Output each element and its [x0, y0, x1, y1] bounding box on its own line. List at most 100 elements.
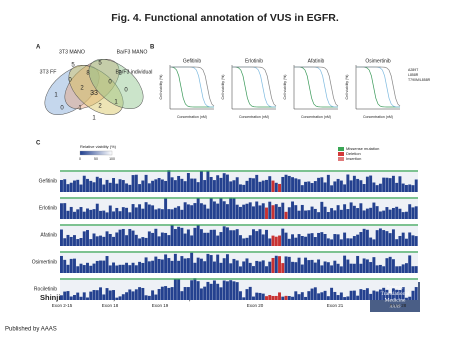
- cell: [69, 206, 73, 219]
- cell: [330, 265, 334, 273]
- cell: [300, 264, 304, 273]
- cell: [225, 281, 229, 300]
- venn-set: [64, 58, 120, 110]
- cell: [190, 252, 194, 273]
- cell: [323, 261, 327, 273]
- cell: [239, 206, 242, 219]
- cell: [294, 262, 298, 273]
- cell: [388, 233, 392, 246]
- cell: [385, 231, 389, 246]
- drug-title: Afatinib: [308, 58, 325, 64]
- cell: [356, 234, 360, 246]
- cell: [323, 233, 327, 246]
- axis: [293, 65, 338, 110]
- cell: [382, 266, 386, 273]
- cell: [95, 203, 99, 219]
- cell: [369, 207, 373, 219]
- cell: [73, 235, 76, 246]
- cell: [173, 279, 177, 300]
- cell: [183, 258, 187, 273]
- venn-set: [88, 58, 144, 110]
- cell: [401, 212, 405, 219]
- cell: [160, 286, 164, 300]
- venn-count: 1: [54, 93, 58, 99]
- cell: [118, 211, 122, 219]
- cell: [186, 172, 190, 192]
- cell: [239, 266, 242, 273]
- cell: [203, 261, 207, 273]
- cell: [203, 204, 207, 219]
- cell: [349, 202, 353, 219]
- venn-count: 0: [124, 88, 128, 94]
- cell: [391, 175, 395, 192]
- cell: [333, 181, 337, 192]
- cell: [121, 180, 125, 192]
- cell: [411, 266, 415, 273]
- cell: [229, 197, 233, 219]
- cell: [388, 209, 392, 219]
- cell: [219, 177, 223, 192]
- cell: [147, 183, 151, 192]
- cell: [206, 232, 210, 246]
- cell: [105, 231, 109, 246]
- footer: Published by AAAS: [5, 327, 57, 333]
- cell: [89, 239, 93, 246]
- cell: [375, 291, 379, 300]
- cell: [287, 238, 291, 246]
- cell: [255, 260, 259, 273]
- row-label: Gefitinib: [39, 178, 58, 184]
- cell: [76, 239, 80, 246]
- cell: [89, 291, 93, 300]
- cell: [102, 210, 106, 219]
- cell: [414, 179, 418, 192]
- venn-label: 3T3 MANO: [59, 49, 85, 55]
- cell: [369, 175, 373, 192]
- cell: [375, 230, 379, 246]
- cell: [330, 239, 334, 246]
- cell: [375, 206, 379, 219]
- figure-title: Fig. 4. Functional annotation of VUS in …: [111, 12, 339, 24]
- cell: [193, 278, 197, 300]
- cell: [154, 228, 158, 246]
- cell: [108, 205, 112, 219]
- cell: [326, 262, 330, 273]
- cell: [134, 207, 138, 219]
- cell: [235, 229, 239, 246]
- cell: [343, 255, 347, 273]
- cell: [352, 236, 356, 246]
- cell: [118, 296, 122, 300]
- cell: [180, 209, 184, 219]
- cell: [274, 295, 278, 300]
- cell: [411, 235, 415, 246]
- cell: [336, 178, 340, 192]
- cell: [206, 208, 210, 219]
- cell: [242, 204, 246, 219]
- cell: [294, 178, 298, 192]
- cell: [382, 287, 386, 300]
- cell: [339, 266, 343, 273]
- cell: [245, 180, 249, 192]
- cell: [252, 229, 255, 246]
- cell: [362, 184, 366, 192]
- venn-count: 2: [118, 71, 122, 77]
- cell: [401, 232, 405, 246]
- cell: [144, 257, 148, 273]
- cell: [242, 297, 246, 300]
- cell: [183, 181, 187, 192]
- cell: [141, 237, 145, 246]
- cell: [258, 205, 262, 219]
- cell: [232, 281, 236, 300]
- cell: [369, 237, 373, 246]
- cell: [281, 228, 285, 246]
- cell: [157, 236, 161, 246]
- cell: [138, 204, 142, 219]
- venn-count: 1: [78, 106, 82, 112]
- cell: [151, 232, 155, 246]
- logo-text: Translational: [381, 291, 410, 297]
- cell: [121, 264, 125, 273]
- cell: [115, 265, 119, 273]
- cell: [183, 233, 187, 246]
- cell: [196, 224, 200, 246]
- venn-count: 8: [86, 71, 90, 77]
- cell: [248, 286, 252, 300]
